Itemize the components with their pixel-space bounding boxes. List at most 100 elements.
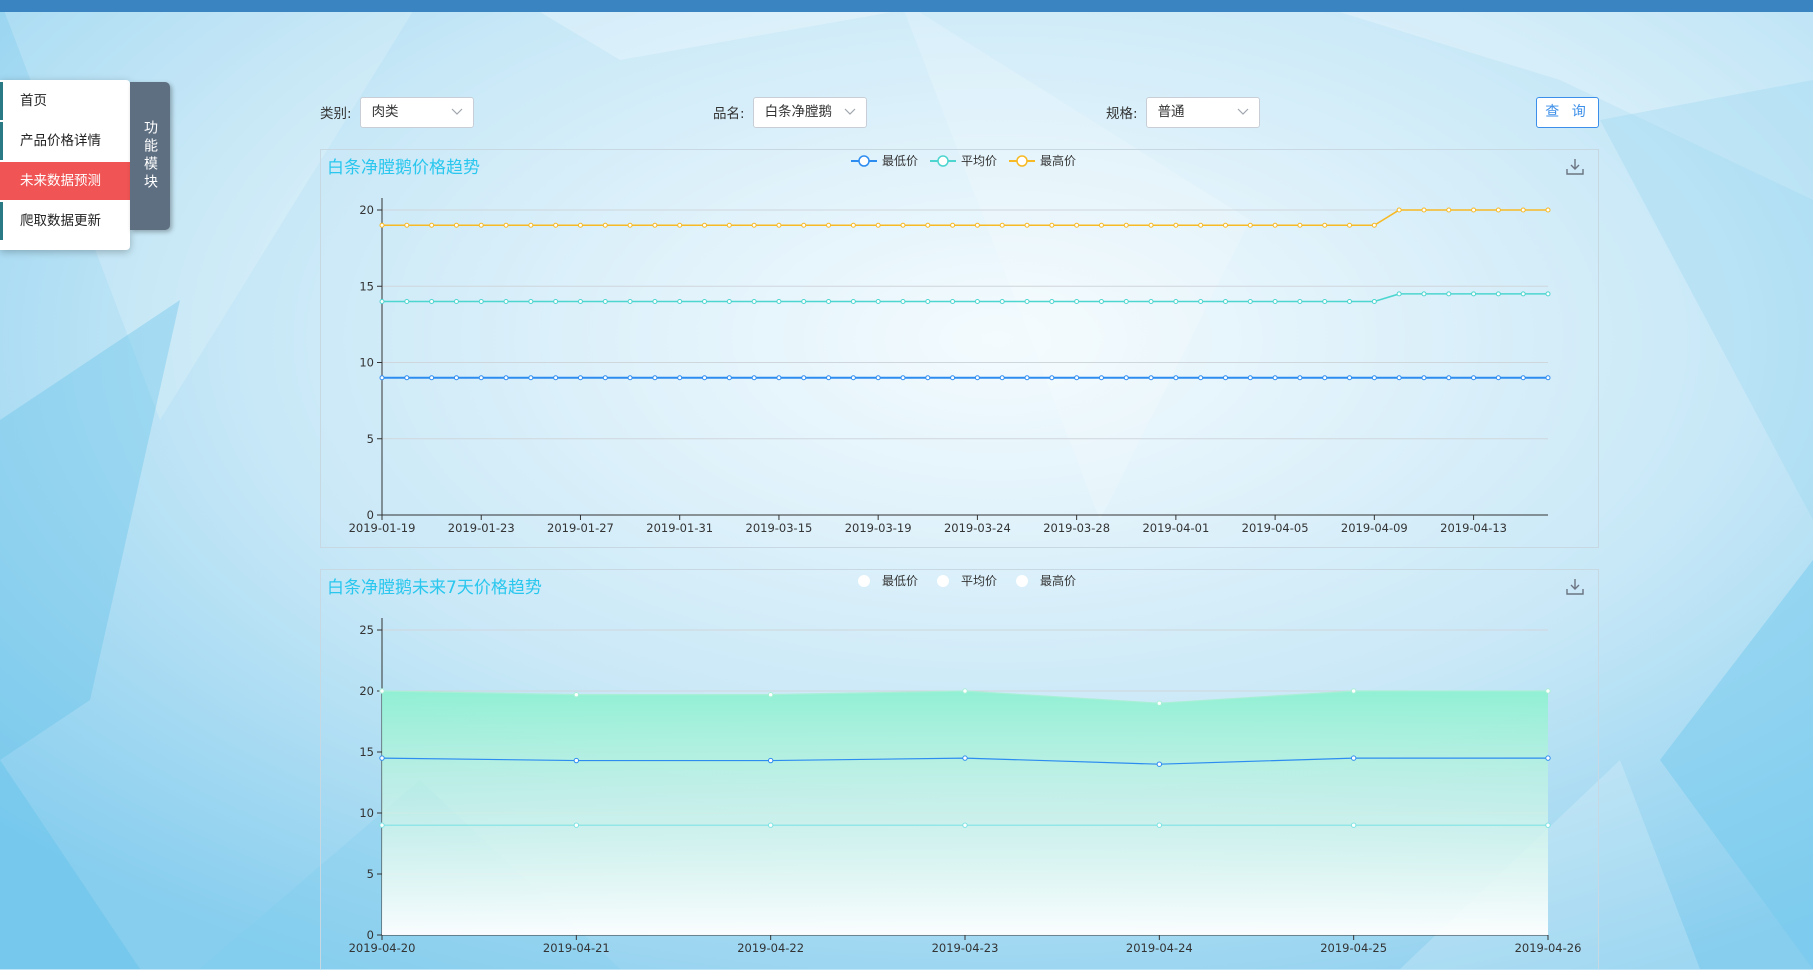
menu-item-home[interactable]: 首页 (0, 82, 130, 120)
data-point (404, 299, 410, 304)
data-point (1446, 207, 1452, 213)
data-point (1272, 375, 1278, 381)
x-tick-label: 2019-04-22 (737, 941, 804, 955)
data-point (1495, 291, 1501, 297)
menu-toggle-label: 功能模块 (142, 120, 158, 192)
data-point (925, 222, 931, 228)
download-icon[interactable] (1566, 158, 1584, 176)
chevron-down-icon (451, 98, 463, 127)
data-point (429, 299, 435, 304)
data-point (379, 375, 385, 381)
data-point (1421, 375, 1427, 381)
data-point (776, 222, 782, 228)
series-line (382, 293, 1548, 303)
data-point (1148, 375, 1154, 381)
x-tick-label: 2019-03-28 (1043, 521, 1110, 535)
data-point (950, 222, 956, 228)
legend-item-avg-price[interactable]: 平均价 (930, 572, 997, 589)
data-point (379, 688, 385, 694)
data-point (875, 222, 881, 228)
category-value: 肉类 (371, 103, 399, 120)
data-point (1272, 299, 1278, 304)
data-point (602, 375, 608, 381)
chevron-down-icon (844, 98, 856, 127)
menu-toggle-tab[interactable]: 功能模块 (130, 82, 170, 230)
y-tick-label: 0 (367, 928, 374, 942)
legend-circle-icon (851, 154, 877, 167)
data-point (429, 375, 435, 381)
data-point (974, 375, 980, 381)
legend-item-max-price[interactable]: 最高价 (1009, 572, 1076, 589)
data-point (1396, 375, 1402, 381)
menu-item-future-data-forecast[interactable]: 未来数据预测 (0, 162, 130, 200)
data-point (1148, 299, 1154, 304)
legend-label: 平均价 (961, 154, 998, 168)
spec-label: 规格: (1106, 106, 1138, 122)
data-point (528, 222, 534, 228)
legend-item-avg-price[interactable]: 平均价 (930, 152, 997, 169)
data-point (950, 299, 956, 304)
data-point (1421, 291, 1427, 297)
data-point (1495, 207, 1501, 213)
data-point (652, 299, 658, 304)
query-button[interactable]: 查 询 (1536, 97, 1599, 128)
data-point (726, 299, 732, 304)
price-trend-chart: 0 5 10 15 20 2019-01-19 2019-01-23 2019-01-27 20… (320, 149, 1599, 548)
data-point (1396, 291, 1402, 297)
data-point (677, 222, 683, 228)
data-point (503, 375, 509, 381)
data-point (767, 757, 774, 764)
series-area (382, 691, 1548, 935)
data-point (1471, 291, 1477, 297)
product-filter: 品名: 白条净膛鹅 (713, 96, 867, 128)
legend-item-max-price[interactable]: 最高价 (1009, 152, 1076, 169)
data-point (1156, 822, 1163, 828)
data-point (379, 822, 385, 828)
x-tick-label: 2019-04-01 (1142, 521, 1209, 535)
data-point (1098, 222, 1104, 228)
product-select[interactable]: 白条净膛鹅 (752, 96, 867, 128)
data-point (627, 375, 633, 381)
data-point (1198, 375, 1204, 381)
data-point (478, 222, 484, 228)
category-select[interactable]: 肉类 (359, 96, 474, 128)
legend-label: 最高价 (1040, 574, 1077, 588)
data-point (528, 375, 534, 381)
y-tick-label: 10 (359, 356, 374, 370)
data-point (528, 299, 534, 304)
data-point (1545, 375, 1551, 381)
data-point (1471, 207, 1477, 213)
x-tick-label: 2019-01-23 (448, 521, 515, 535)
data-point (1272, 222, 1278, 228)
data-point (1350, 688, 1357, 694)
y-tick-label: 5 (367, 432, 374, 446)
data-point (1098, 299, 1104, 304)
legend-item-min-price[interactable]: 最低价 (851, 152, 918, 169)
menu-item-crawl-data-update[interactable]: 爬取数据更新 (0, 202, 130, 240)
data-point (962, 822, 968, 828)
data-point (1347, 375, 1353, 381)
menu-item-product-price-details[interactable]: 产品价格详情 (0, 122, 130, 160)
x-tick-label: 2019-01-31 (646, 521, 713, 535)
data-point (1173, 222, 1179, 228)
data-point (767, 822, 774, 828)
data-point (627, 299, 633, 304)
legend-circle-icon (937, 574, 950, 587)
data-point (1222, 299, 1228, 304)
spec-select[interactable]: 普通 (1145, 96, 1260, 128)
data-point (577, 375, 583, 381)
download-icon[interactable] (1566, 578, 1584, 596)
data-point (1322, 375, 1328, 381)
data-point (553, 299, 559, 304)
legend-label: 平均价 (961, 574, 998, 588)
data-point (404, 222, 410, 228)
legend-label: 最低价 (882, 154, 919, 168)
legend-item-min-price[interactable]: 最低价 (851, 572, 918, 589)
data-point (1148, 222, 1154, 228)
data-point (974, 222, 980, 228)
data-point (702, 375, 708, 381)
y-tick-label: 25 (359, 623, 374, 637)
data-point (1049, 222, 1055, 228)
x-tick-label: 2019-04-13 (1440, 521, 1507, 535)
data-point (1545, 822, 1551, 828)
